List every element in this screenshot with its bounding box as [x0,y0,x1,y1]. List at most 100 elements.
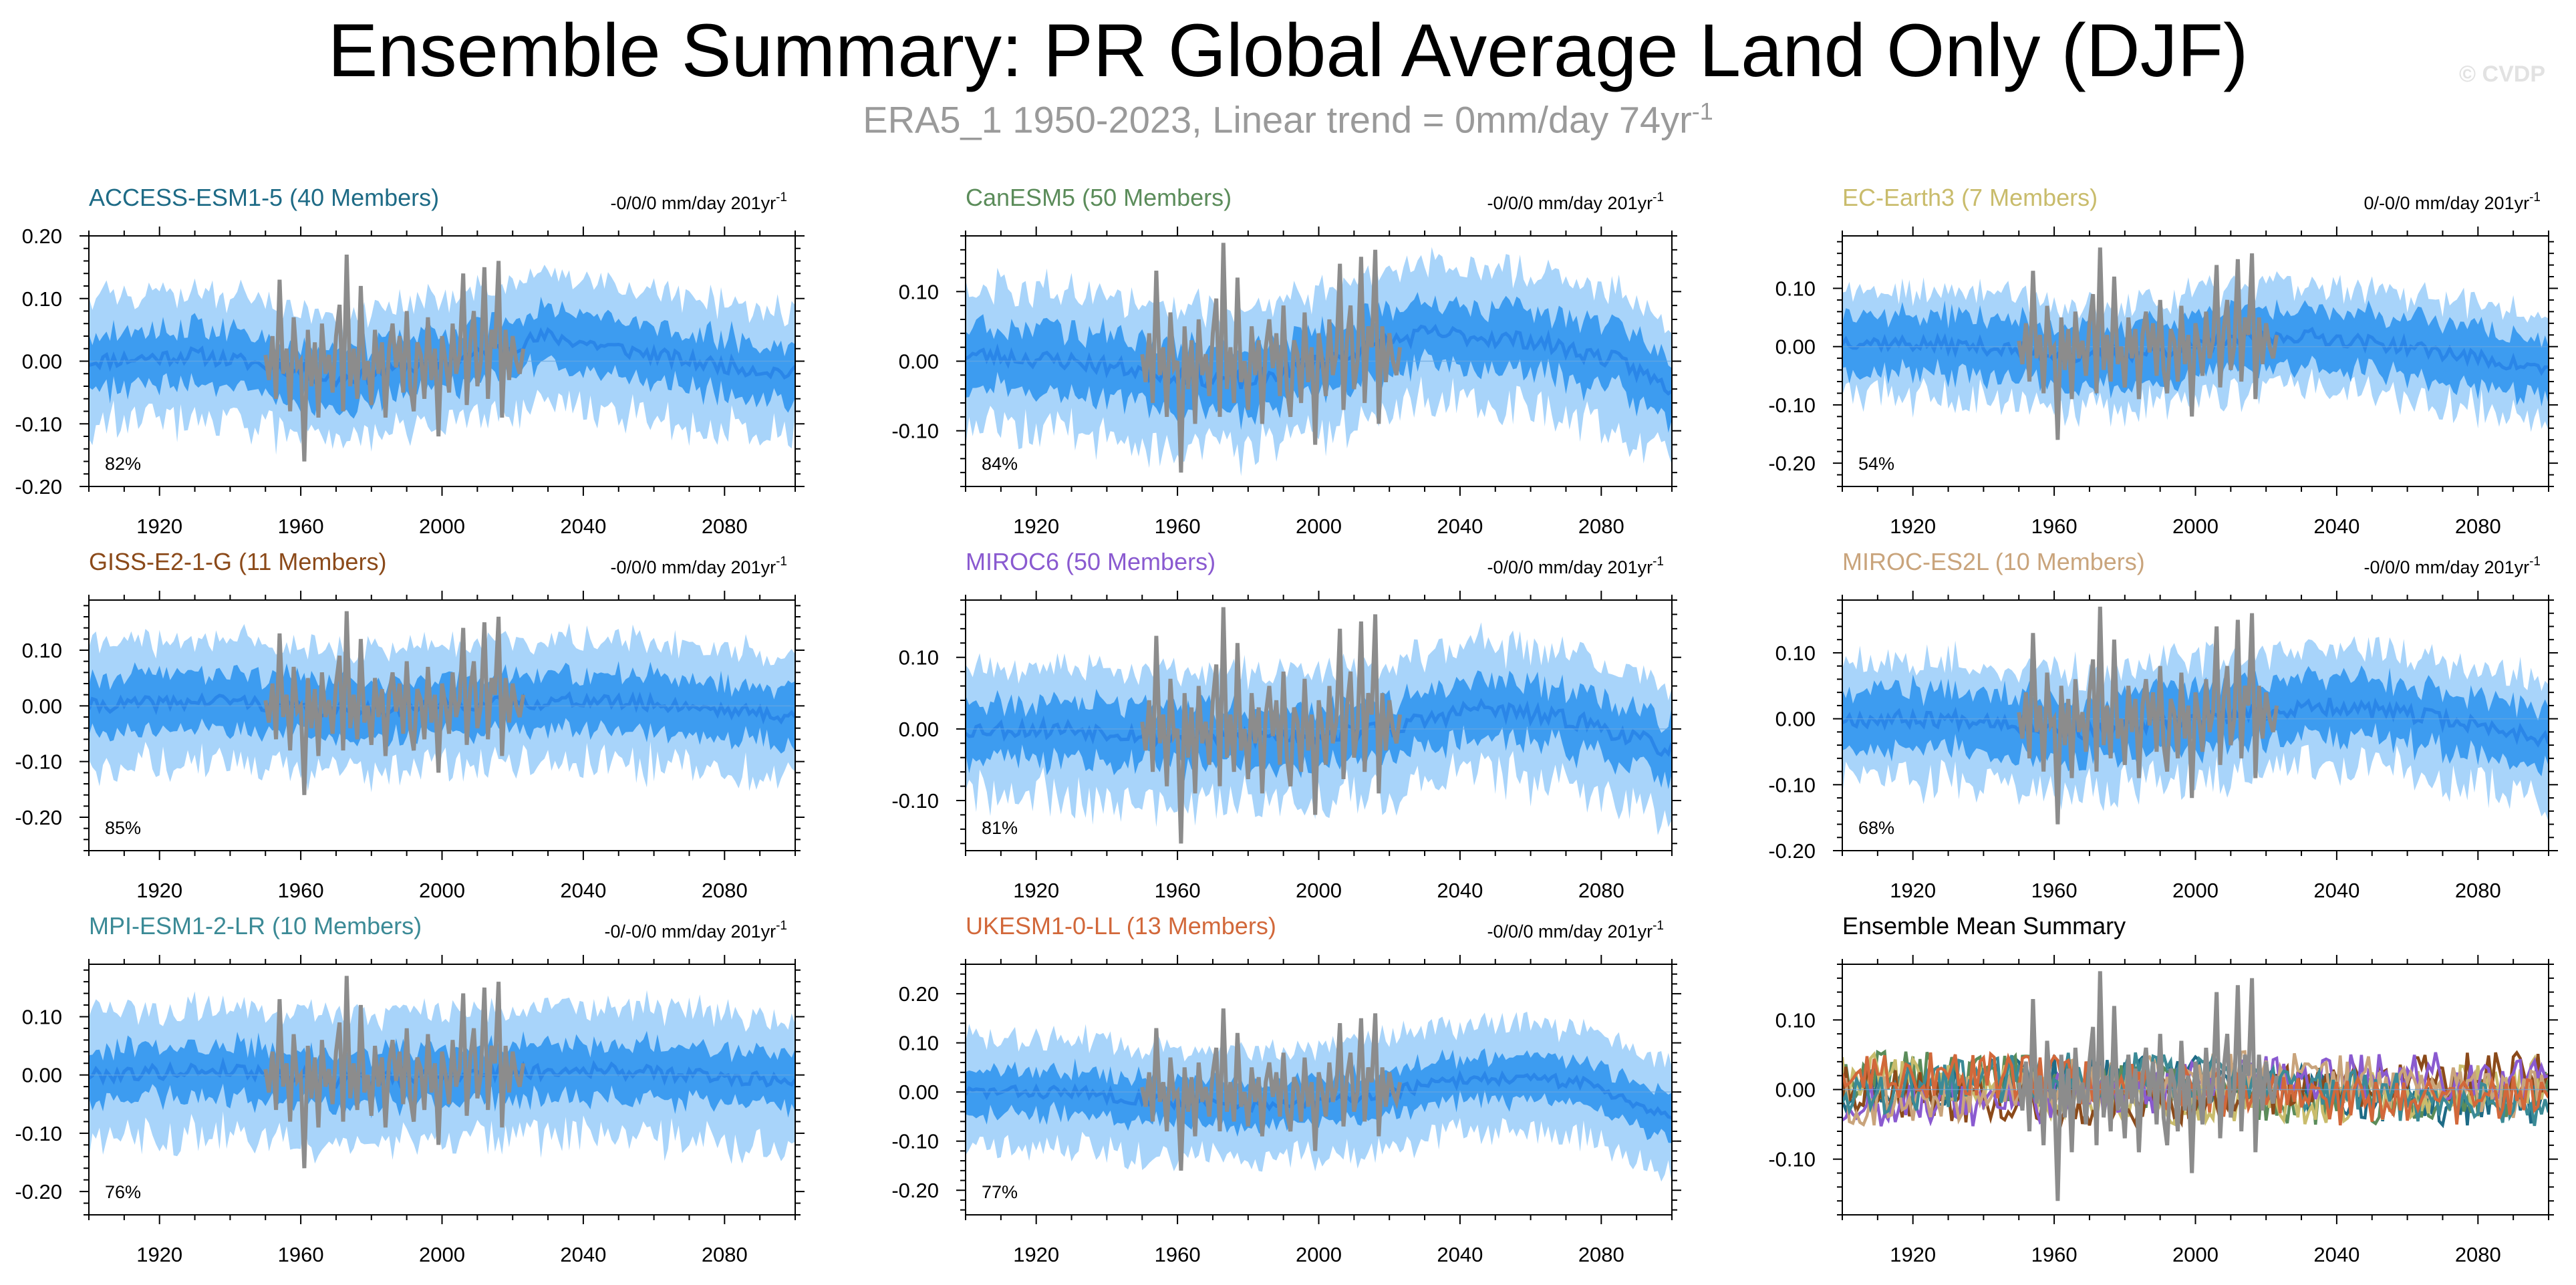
chart-panel-8: 1920 1960 2000 2040 2080 0.20 0.10 0.00 -0.10 -0.… [891,912,1681,1266]
x-tick-label: 2080 [1578,515,1624,538]
percent-label: 85% [105,818,141,838]
x-tick-label: 1960 [278,879,324,902]
plot-area [966,1008,1672,1185]
percent-label: 76% [105,1182,141,1202]
chart-panel-6: 1920 1960 2000 2040 2080 0.10 0.00 -0.10 -0.20 MI… [1768,548,2558,902]
panel-title: Ensemble Mean Summary [1842,912,2126,940]
x-tick-label: 1960 [278,1243,324,1266]
observations-line [263,976,526,1169]
y-tick-label: 0.00 [899,1081,939,1104]
y-tick-label: -0.20 [1768,452,1816,475]
x-tick-label: 2040 [2313,515,2359,538]
percent-label: 68% [1858,818,1894,838]
trend-superscript: -1 [776,919,787,933]
x-tick-label: 1920 [1890,515,1936,538]
plot-area [89,611,795,795]
trend-superscript: -1 [776,190,787,204]
plot-area [966,607,1672,844]
panel-title: ACCESS-ESM1-5 (40 Members) [89,184,439,211]
y-tick-label: 0.10 [899,1032,939,1055]
y-tick-label: -0.20 [1768,839,1816,863]
x-tick-label: 2040 [2313,879,2359,902]
trend-label: -0/0/0 mm/day 201yr-1 [1487,555,1664,577]
plot-area [1842,247,2549,440]
y-tick-label: -0.10 [1768,1148,1816,1171]
y-tick-label: 0.00 [22,350,62,374]
observations-line [2017,971,2279,1201]
y-tick-label: -0.20 [15,475,62,498]
x-tick-label: 2080 [702,515,748,538]
y-tick-label: 0.00 [1775,708,1816,731]
x-tick-label: 1920 [1890,879,1936,902]
observations-line [2017,247,2279,440]
x-tick-label: 2040 [1437,879,1483,902]
x-tick-label: 1920 [136,515,182,538]
x-tick-label: 1920 [136,1243,182,1266]
chart-panel-7: 1920 1960 2000 2040 2080 0.10 0.00 -0.10 -0.20 MP… [15,912,805,1266]
y-tick-label: -0.10 [891,420,939,443]
y-tick-label: 0.10 [899,280,939,303]
y-tick-label: 0.00 [1775,1079,1816,1102]
trend-superscript: -1 [1653,555,1664,569]
trend-label: -0/0/0 mm/day 201yr-1 [610,190,787,213]
plot-area [89,255,795,462]
panel-title: CanESM5 (50 Members) [966,184,1232,211]
x-tick-label: 1920 [1013,1243,1059,1266]
x-tick-label: 1960 [2031,515,2078,538]
plot-area [89,976,795,1169]
y-tick-label: -0.10 [1768,394,1816,417]
y-tick-label: 0.10 [1775,641,1816,665]
percent-label: 77% [982,1182,1018,1202]
figure-subtitle: ERA5_1 1950-2023, Linear trend = 0mm/day… [0,98,2576,142]
x-tick-label: 2000 [419,1243,465,1266]
subtitle-superscript: -1 [1691,98,1713,125]
plot-area [1842,606,2549,825]
x-tick-label: 2040 [560,879,606,902]
x-tick-label: 2040 [560,515,606,538]
trend-label: -0/0/0 mm/day 201yr-1 [1487,190,1664,213]
x-tick-label: 2000 [419,879,465,902]
y-tick-label: 0.20 [22,225,62,248]
observations-line [263,611,526,795]
x-tick-label: 2040 [1437,1243,1483,1266]
x-tick-label: 1920 [136,879,182,902]
x-tick-label: 2000 [1296,1243,1342,1266]
y-tick-label: 0.00 [1775,335,1816,359]
chart-panel-4: 1920 1960 2000 2040 2080 0.10 0.00 -0.10 -0.20 GI… [15,548,805,902]
chart-panel-9: 1920 1960 2000 2040 2080 0.10 0.00 -0.10 Ensembl… [1768,912,2558,1266]
x-tick-label: 2080 [1578,879,1624,902]
x-tick-label: 2080 [702,879,748,902]
percent-label: 84% [982,454,1018,474]
trend-label: -0/0/0 mm/day 201yr-1 [2364,555,2541,577]
y-tick-label: -0.20 [15,1180,62,1203]
observations-line [2017,606,2279,825]
y-tick-label: 0.10 [899,646,939,670]
panel-title: MIROC-ES2L (10 Members) [1842,548,2145,575]
subtitle-text: ERA5_1 1950-2023, Linear trend = 0mm/day… [863,98,1692,141]
chart-panel-3: 1920 1960 2000 2040 2080 0.10 0.00 -0.10 -0.20 EC… [1768,184,2558,538]
x-tick-label: 1920 [1890,1243,1936,1266]
cvdp-watermark: © CVDP [2459,61,2545,87]
y-tick-label: -0.20 [891,1179,939,1202]
panel-title: MPI-ESM1-2-LR (10 Members) [89,912,422,940]
y-tick-label: -0.10 [1768,773,1816,797]
trend-superscript: -1 [2529,190,2541,204]
y-tick-label: 0.00 [22,694,62,718]
observations-line [1140,607,1403,844]
x-tick-label: 1920 [1013,879,1059,902]
trend-label: 0/-0/0 mm/day 201yr-1 [2364,190,2541,213]
observations-line [263,255,526,462]
chart-panel-5: 1920 1960 2000 2040 2080 0.10 0.00 -0.10 MIROC6 … [891,548,1681,902]
trend-label: -0/0/0 mm/day 201yr-1 [1487,919,1664,942]
panel-title: MIROC6 (50 Members) [966,548,1215,575]
x-tick-label: 2040 [2313,1243,2359,1266]
plot-area [966,243,1672,476]
x-tick-label: 2080 [1578,1243,1624,1266]
x-tick-label: 2000 [419,515,465,538]
y-tick-label: -0.10 [15,750,62,774]
x-tick-label: 1960 [2031,879,2078,902]
trend-superscript: -1 [2529,555,2541,569]
chart-panel-2: 1920 1960 2000 2040 2080 0.10 0.00 -0.10 CanESM5… [891,184,1681,538]
panel-title: UKESM1-0-LL (13 Members) [966,912,1276,940]
x-tick-label: 1960 [1155,1243,1201,1266]
